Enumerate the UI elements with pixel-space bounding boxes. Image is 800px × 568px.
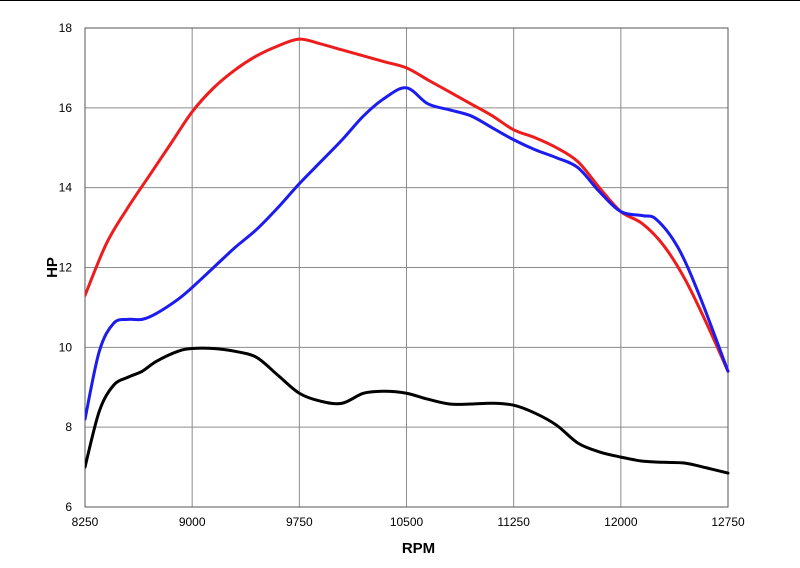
x-axis-title: RPM [402, 540, 435, 557]
y-tick-label-3: 12 [59, 261, 73, 275]
x-tick-label-6: 12750 [711, 515, 745, 529]
y-tick-label-6: 18 [59, 21, 73, 35]
y-tick-label-5: 16 [59, 101, 73, 115]
x-tick-label-0: 8250 [72, 515, 99, 529]
x-tick-label-1: 9000 [179, 515, 206, 529]
blue-series-line [85, 86, 730, 421]
x-tick-label-4: 11250 [497, 515, 530, 529]
x-tick-label-5: 12000 [604, 515, 638, 529]
y-tick-label-1: 8 [65, 420, 72, 434]
y-axis-title: HP [44, 257, 61, 278]
x-tick-label-2: 9750 [286, 515, 313, 529]
plot-border [84, 27, 729, 508]
y-tick-label-4: 14 [59, 181, 73, 195]
y-tick-label-2: 10 [59, 340, 73, 354]
black-series-line [85, 346, 730, 475]
top-border-line [0, 0, 800, 1]
x-tick-label-3: 10500 [390, 515, 424, 529]
y-tick-label-0: 6 [65, 500, 72, 514]
